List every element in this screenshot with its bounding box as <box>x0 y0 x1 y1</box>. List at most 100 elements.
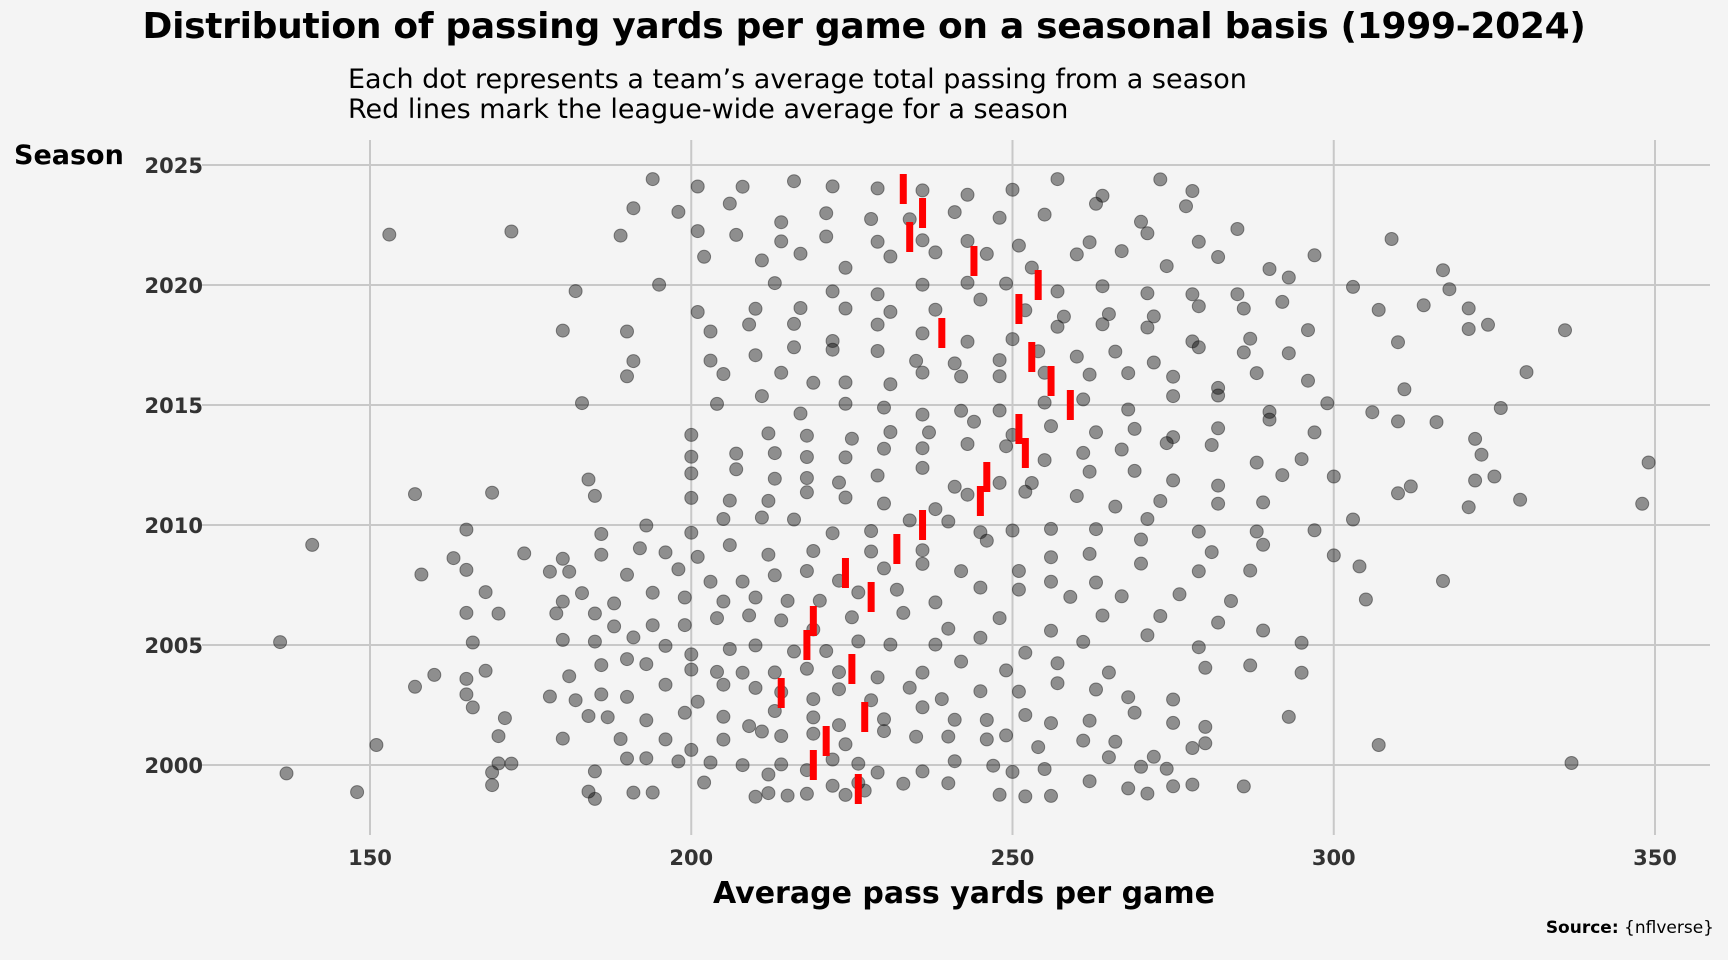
team-season-dot <box>1114 442 1129 457</box>
team-season-dot <box>960 437 975 451</box>
team-season-dot <box>1294 452 1309 467</box>
team-season-dot <box>1179 199 1193 214</box>
team-season-dot <box>973 292 988 307</box>
team-season-dot <box>1320 396 1335 411</box>
team-season-dot <box>787 174 801 189</box>
team-season-dot <box>562 564 577 579</box>
team-season-dot <box>915 764 930 779</box>
team-season-dot <box>684 466 699 481</box>
chart-subtitle-line1: Each dot represents a team’s average tot… <box>348 64 1247 95</box>
team-season-dot <box>832 682 846 697</box>
team-season-dot <box>1416 298 1431 313</box>
team-season-dot <box>1519 365 1534 380</box>
team-season-dot <box>1513 492 1528 507</box>
team-season-dot <box>1069 349 1084 364</box>
team-season-dot <box>947 356 962 371</box>
team-season-dot <box>1191 524 1206 539</box>
team-season-dot <box>1211 380 1226 395</box>
team-season-dot <box>832 665 846 680</box>
team-season-dot <box>658 545 673 560</box>
team-season-dot <box>954 403 969 418</box>
team-season-dot <box>1082 713 1097 728</box>
team-season-dot <box>748 638 763 653</box>
team-season-dot <box>1044 574 1058 589</box>
team-season-dot <box>382 227 397 242</box>
team-season-dot <box>761 786 776 801</box>
team-season-dot <box>690 305 705 319</box>
team-season-dot <box>941 621 956 636</box>
team-season-dot <box>915 407 930 422</box>
team-season-dot <box>960 334 975 349</box>
team-season-dot <box>703 324 718 339</box>
team-season-dot <box>1461 500 1476 515</box>
team-season-dot <box>1044 419 1058 434</box>
team-season-dot <box>825 334 840 348</box>
team-season-dot <box>1082 367 1097 382</box>
team-season-dot <box>999 663 1014 678</box>
team-season-dot <box>851 585 866 600</box>
team-season-dot <box>485 485 500 500</box>
team-season-dot <box>1050 284 1065 299</box>
team-season-dot <box>620 751 634 766</box>
team-season-dot <box>812 593 827 608</box>
team-season-dot <box>754 724 769 739</box>
team-season-dot <box>902 680 917 695</box>
team-season-dot <box>684 662 699 677</box>
team-season-dot <box>491 729 506 744</box>
x-tick-label: 200 <box>669 846 713 870</box>
team-season-dot <box>992 475 1007 490</box>
x-axis-title: Average pass yards per game <box>713 876 1215 911</box>
team-season-dot <box>690 179 705 194</box>
team-season-dot <box>1243 331 1258 346</box>
team-season-dot <box>774 613 789 628</box>
team-season-dot <box>1050 172 1065 187</box>
team-season-dot <box>787 512 801 527</box>
team-season-dot <box>864 544 879 559</box>
team-season-dot <box>716 594 731 609</box>
team-season-dot <box>877 496 891 511</box>
team-season-dot <box>806 692 821 707</box>
team-season-dot <box>684 742 699 757</box>
team-season-dot <box>613 732 628 746</box>
team-season-dot <box>780 593 795 608</box>
team-season-dot <box>832 475 846 490</box>
team-season-dot <box>1468 473 1483 488</box>
team-season-dot <box>645 785 660 800</box>
team-season-dot <box>1005 523 1020 538</box>
team-season-dot <box>1391 335 1405 350</box>
team-season-dot <box>1198 736 1213 751</box>
team-season-dot <box>1166 473 1181 488</box>
team-season-dot <box>684 525 699 540</box>
team-season-dot <box>947 712 962 727</box>
team-season-dot <box>1243 658 1258 673</box>
team-season-dot <box>838 301 853 316</box>
team-season-dot <box>645 172 660 187</box>
team-season-dot <box>1236 779 1251 794</box>
team-season-dot <box>915 556 930 571</box>
team-season-dot <box>1442 282 1457 297</box>
team-season-dot <box>915 543 930 558</box>
team-season-dot <box>954 564 969 579</box>
team-season-dot <box>1095 188 1110 203</box>
team-season-dot <box>575 396 589 411</box>
team-season-dot <box>870 317 885 332</box>
team-season-dot <box>1211 496 1226 511</box>
team-season-dot <box>1134 214 1148 229</box>
team-season-dot <box>684 647 699 662</box>
team-season-dot <box>870 234 885 249</box>
team-season-dot <box>1391 414 1405 429</box>
team-season-dot <box>754 510 769 525</box>
team-season-dot <box>1191 234 1206 249</box>
team-season-dot <box>947 754 962 769</box>
team-season-dot <box>491 606 506 621</box>
team-season-dot <box>851 634 866 649</box>
team-season-dot <box>408 679 422 694</box>
team-season-dot <box>799 661 814 676</box>
team-season-dot <box>1050 676 1065 691</box>
team-season-dot <box>1198 660 1213 675</box>
team-season-dot <box>902 513 917 528</box>
team-season-dot <box>1230 222 1245 236</box>
team-season-dot <box>1082 774 1097 789</box>
team-season-dot <box>1089 575 1103 590</box>
team-season-dot <box>1403 479 1418 494</box>
